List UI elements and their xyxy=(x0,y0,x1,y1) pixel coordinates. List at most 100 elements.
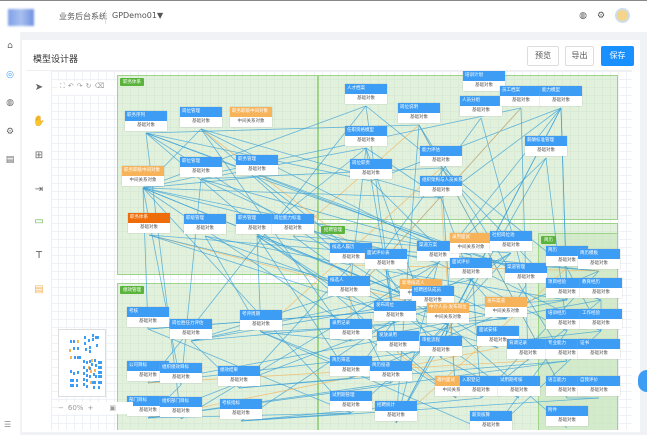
collapse-menu-icon[interactable]: ☰ xyxy=(4,420,12,429)
model-node[interactable]: 职务体系 基础对象 xyxy=(128,213,170,233)
relation-edge[interactable] xyxy=(148,234,499,349)
add-node-icon[interactable]: ⊞ xyxy=(34,150,44,161)
group-label[interactable]: 职务体系 xyxy=(120,78,144,86)
model-icon[interactable]: ◎ xyxy=(6,70,14,80)
model-node[interactable]: 教育经历 基础对象 xyxy=(580,278,622,298)
gear-icon[interactable]: ⚙ xyxy=(596,11,606,21)
relation-edge[interactable] xyxy=(200,128,352,342)
relation-edge[interactable] xyxy=(440,167,457,399)
relation-edge[interactable] xyxy=(260,331,491,430)
group-label[interactable]: 招聘管理 xyxy=(321,226,345,234)
model-node[interactable]: 渠道管理 基础对象 xyxy=(505,263,547,283)
model-node[interactable]: 邀约面试 中间关系对象 xyxy=(435,376,477,396)
model-node[interactable]: 员工档案 基础对象 xyxy=(500,86,542,106)
home-icon[interactable]: ⌂ xyxy=(7,41,13,51)
avatar[interactable] xyxy=(615,8,630,23)
model-node[interactable]: 项目经验 基础对象 xyxy=(546,278,588,298)
model-node[interactable]: 岗位能力标准 基础对象 xyxy=(272,214,314,234)
group-label[interactable]: 简历 xyxy=(541,236,556,244)
model-node[interactable]: 岗位胜任力评估 基础对象 xyxy=(170,319,212,339)
gear-icon[interactable]: ⚙ xyxy=(5,127,15,137)
model-node[interactable]: 入职登记 基础对象 xyxy=(460,376,502,396)
relation-edge[interactable] xyxy=(142,187,149,330)
model-node[interactable]: 背调记录 基础对象 xyxy=(507,339,549,359)
model-node[interactable]: 面试评价表 基础对象 xyxy=(365,249,407,269)
zoom-in-button[interactable]: + xyxy=(87,404,94,412)
model-node[interactable]: 能力模型 基础对象 xyxy=(540,86,582,106)
fit-icon[interactable]: ⛶ xyxy=(60,82,65,90)
chat-button[interactable] xyxy=(638,370,647,392)
model-node[interactable]: 中介人员-发布岗位 中间关系对象 xyxy=(427,303,469,323)
export-button[interactable]: 导出 xyxy=(565,46,594,66)
model-node[interactable]: 录用记录 基础对象 xyxy=(330,319,372,339)
minimap[interactable] xyxy=(58,329,106,397)
model-node[interactable]: 考评周期 基础对象 xyxy=(240,310,282,330)
relation-edge[interactable] xyxy=(142,187,352,414)
relation-edge[interactable] xyxy=(200,128,352,266)
project-selector[interactable]: GPDemo01▼ xyxy=(112,11,164,20)
relation-edge[interactable] xyxy=(180,178,202,386)
model-node[interactable]: 候选人履历 基础对象 xyxy=(330,243,372,263)
model-node[interactable]: 考核指标 基础对象 xyxy=(220,399,262,419)
model-node[interactable]: 薪酬标准管理 基础对象 xyxy=(525,136,567,156)
relation-edge[interactable] xyxy=(545,157,568,332)
model-node[interactable]: 部门目标 基础对象 xyxy=(127,396,169,416)
model-node[interactable]: 渠道方案 基础对象 xyxy=(417,241,459,261)
model-node[interactable]: 试用期考核 基础对象 xyxy=(498,376,540,396)
model-node[interactable]: 绩效结果 基础对象 xyxy=(218,366,260,386)
model-node[interactable]: 组织架构与人员关系 基础对象 xyxy=(420,176,462,196)
relation-edge[interactable] xyxy=(256,235,352,379)
relation-edge[interactable] xyxy=(142,187,422,302)
list-icon[interactable]: ▤ xyxy=(5,155,15,165)
model-node[interactable]: 人才档案 基础对象 xyxy=(345,84,387,104)
model-node[interactable]: 岗位职责 基础对象 xyxy=(350,159,392,179)
save-button[interactable]: 保存 xyxy=(601,46,634,66)
model-node[interactable]: 简历投递 基础对象 xyxy=(370,361,412,381)
model-canvas[interactable]: ➤ ✋ ⊞ ⇥ ▭ T ▤ ⛶ ↶ ↷ ↻ ⌫ 职务体系 招聘管理 简历 绩效管理 职务序列 基础… xyxy=(26,70,632,430)
globe-icon[interactable]: ◍ xyxy=(6,98,14,108)
model-node[interactable]: 专业能力 基础对象 xyxy=(546,339,588,359)
model-node[interactable]: 候选人 基础对象 xyxy=(328,276,370,296)
relation-edge[interactable] xyxy=(260,331,352,342)
document-icon[interactable]: ▤ xyxy=(34,284,44,295)
model-node[interactable]: 能力评估 基础对象 xyxy=(420,146,462,166)
relation-edge[interactable] xyxy=(395,157,547,424)
model-node[interactable]: 发布渠道 中间关系对象 xyxy=(485,297,527,317)
globe-icon[interactable]: ◍ xyxy=(579,11,587,21)
model-node[interactable]: 岗位说明 基础对象 xyxy=(398,103,440,123)
relation-edge[interactable] xyxy=(142,176,258,189)
model-node[interactable]: 职务职级中间对象 中间关系对象 xyxy=(230,107,272,127)
relation-edge[interactable] xyxy=(200,167,442,180)
model-node[interactable]: 人员分组 基础对象 xyxy=(460,96,502,116)
fullscreen-icon[interactable]: ▣ xyxy=(109,404,116,412)
model-node[interactable]: 审批流程 基础对象 xyxy=(420,336,462,356)
relation-edge[interactable] xyxy=(200,147,367,180)
model-node[interactable]: 职务管理 基础对象 xyxy=(236,214,278,234)
model-node[interactable]: 证书 基础对象 xyxy=(578,339,620,359)
relation-edge[interactable] xyxy=(147,347,499,419)
relation-edge[interactable] xyxy=(238,377,352,389)
relation-edge[interactable] xyxy=(480,117,527,286)
model-node[interactable]: 职位管理 基础对象 xyxy=(180,157,222,177)
refresh-icon[interactable]: ↻ xyxy=(85,82,92,90)
model-node[interactable]: 公司目标 基础对象 xyxy=(127,361,169,381)
relation-edge[interactable] xyxy=(292,124,420,237)
model-node[interactable]: 自我评价 基础对象 xyxy=(578,376,620,396)
model-node[interactable]: 工作经验 基础对象 xyxy=(580,309,622,329)
model-node[interactable]: 任职资格模型 基础对象 xyxy=(345,126,387,146)
model-node[interactable]: 岗位管理 基础对象 xyxy=(180,107,222,127)
hand-icon[interactable]: ✋ xyxy=(32,116,46,127)
model-node[interactable]: 简历模板 基础对象 xyxy=(578,249,620,269)
relation-edge[interactable] xyxy=(142,187,442,199)
model-node[interactable]: 试用期管理 基础对象 xyxy=(330,391,372,411)
model-node[interactable]: 薪资核算 基础对象 xyxy=(470,411,512,430)
model-node[interactable]: 语言能力 基础对象 xyxy=(546,376,588,396)
relation-edge[interactable] xyxy=(365,105,568,269)
model-node[interactable]: 招聘统计 基础对象 xyxy=(375,401,417,421)
zoom-out-button[interactable]: − xyxy=(58,404,64,412)
model-node[interactable]: 面试安排 基础对象 xyxy=(477,326,519,346)
group-label[interactable]: 绩效管理 xyxy=(120,286,144,294)
relation-edge[interactable] xyxy=(145,132,457,399)
model-node[interactable]: 发放录用 基础对象 xyxy=(377,331,419,351)
relation-edge[interactable] xyxy=(148,234,422,302)
